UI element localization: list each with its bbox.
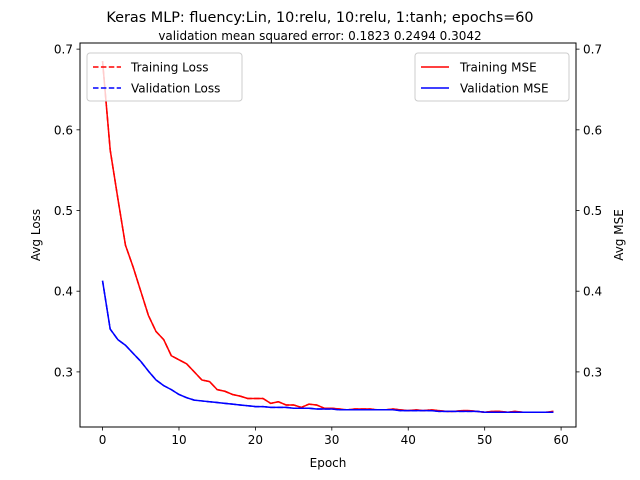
- plot-frame: [79, 42, 577, 428]
- x-tick-label: 10: [171, 433, 186, 447]
- x-tick-label: 40: [401, 433, 416, 447]
- chart-title: Keras MLP: fluency:Lin, 10:relu, 10:relu…: [106, 10, 533, 26]
- y-right-tick-label: 0.6: [583, 123, 602, 137]
- y-axis-left-label: Avg Loss: [29, 209, 43, 261]
- legend-right-box: [414, 52, 570, 102]
- y-axis-right-ticks: 0.3 0.4 0.5 0.6 0.7: [576, 43, 602, 379]
- y-left-tick-label: 0.6: [54, 123, 73, 137]
- y-axis-left-ticks: 0.3 0.4 0.5 0.6 0.7: [54, 43, 80, 379]
- series-line-validation-loss: [101, 280, 554, 413]
- y-left-tick-label: 0.5: [54, 204, 73, 218]
- series-line-validation-mse: [101, 280, 554, 413]
- y-right-tick-label: 0.7: [583, 43, 602, 57]
- y-left-tick-label: 0.3: [54, 365, 73, 379]
- series-line-training-mse: [101, 61, 554, 413]
- legend-left-box: [86, 52, 243, 102]
- legend-label-validation-mse: Validation MSE: [460, 82, 549, 96]
- chart-subtitle: validation mean squared error: 0.1823 0.…: [158, 29, 481, 43]
- x-tick-label: 50: [477, 433, 492, 447]
- y-left-tick-label: 0.7: [54, 43, 73, 57]
- x-axis-ticks: 0 10 20 30 40 50 60: [99, 427, 569, 447]
- y-right-tick-label: 0.3: [583, 365, 602, 379]
- x-axis-label: Epoch: [310, 456, 347, 470]
- y-right-tick-label: 0.4: [583, 285, 602, 299]
- y-axis-right-label: Avg MSE: [612, 209, 626, 261]
- legend-left: Training Loss Validation Loss: [86, 52, 243, 102]
- plot-lines: [101, 61, 554, 413]
- x-tick-label: 60: [553, 433, 568, 447]
- legend-label-training-mse: Training MSE: [459, 61, 537, 75]
- x-tick-label: 30: [324, 433, 339, 447]
- y-right-tick-label: 0.5: [583, 204, 602, 218]
- x-tick-label: 0: [99, 433, 107, 447]
- legend-label-training-loss: Training Loss: [130, 61, 208, 75]
- series-line-training-loss: [101, 61, 554, 413]
- y-left-tick-label: 0.4: [54, 285, 73, 299]
- x-tick-label: 20: [248, 433, 263, 447]
- legend-right: Training MSE Validation MSE: [414, 52, 570, 102]
- legend-label-validation-loss: Validation Loss: [131, 82, 220, 96]
